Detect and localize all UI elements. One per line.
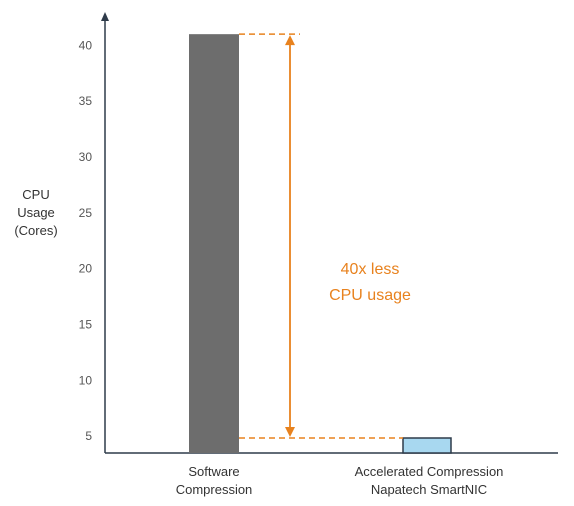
y-tick-label: 5 <box>85 429 92 443</box>
y-tick-label: 10 <box>79 373 93 387</box>
y-tick-label: 20 <box>79 262 93 276</box>
y-tick-label: 30 <box>79 150 93 164</box>
difference-arrow-head-up <box>285 35 295 46</box>
y-tick-label: 15 <box>79 318 93 332</box>
y-tick-label: 25 <box>79 206 93 220</box>
y-axis-arrow <box>101 12 109 21</box>
difference-arrow-head-down <box>285 427 295 437</box>
bar-accelerated-compression <box>402 437 452 454</box>
bar-software-compression <box>189 34 239 454</box>
y-axis-label: CPU Usage (Cores) <box>14 187 58 238</box>
annotation-text: 40x less CPU usage <box>329 261 411 304</box>
x-category-label-software: Software Compression <box>175 464 253 497</box>
y-tick-label: 35 <box>79 94 93 108</box>
y-tick-label: 40 <box>79 38 93 52</box>
x-category-label-accelerated: Accelerated Compression Napatech SmartNI… <box>354 464 504 497</box>
